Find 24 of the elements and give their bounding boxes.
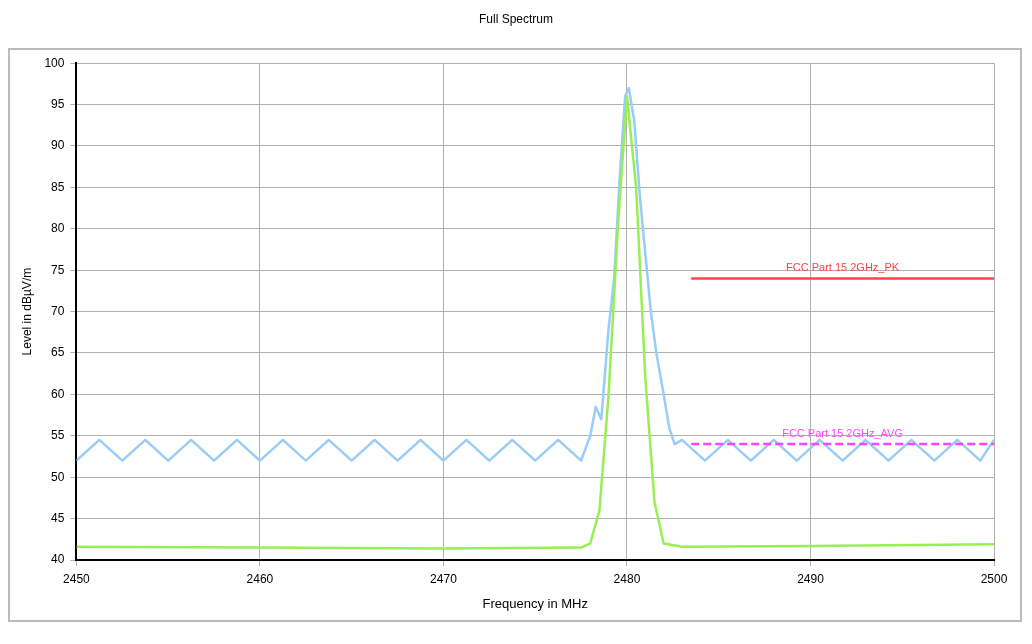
y-tick-label: 75 [51, 262, 65, 277]
chart-title: Full Spectrum [478, 11, 554, 28]
series-label: FCC Part 15 2GHz_AVG [782, 426, 904, 439]
x-tick-label: 2480 [613, 571, 641, 586]
y-tick-label: 50 [51, 469, 65, 484]
x-tick-label: 2500 [980, 571, 1008, 586]
y-tick-label: 55 [51, 428, 65, 443]
x-tick-label: 2450 [63, 571, 91, 586]
y-tick-label: 40 [51, 552, 65, 567]
series-label: FCC Part 15 2GHz_PK [786, 261, 900, 274]
y-tick-label: 90 [51, 138, 65, 153]
y-tick-label: 60 [51, 386, 65, 401]
y-axis-title: Level in dBµV/m [19, 267, 34, 356]
y-tick-label: 70 [51, 303, 65, 318]
y-tick-label: 65 [51, 345, 65, 360]
x-tick-label: 2470 [430, 571, 458, 586]
x-axis-title: Frequency in MHz [482, 595, 588, 611]
y-tick-label: 45 [51, 510, 65, 525]
y-tick-label: 80 [51, 221, 65, 236]
y-tick-label: 85 [51, 179, 65, 194]
y-tick-label: 100 [44, 55, 65, 70]
y-tick-label: 95 [51, 96, 65, 111]
x-tick-label: 2460 [246, 571, 274, 586]
x-tick-label: 2490 [797, 571, 825, 586]
